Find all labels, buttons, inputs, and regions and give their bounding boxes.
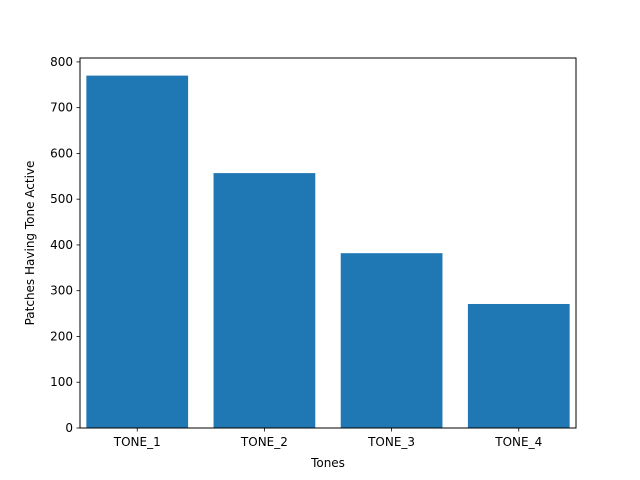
bar-tone-3 [340, 253, 443, 428]
y-tick-label: 700 [50, 101, 73, 115]
x-axis-label: Tones [310, 456, 345, 470]
x-axis-ticks: TONE_1 TONE_2 TONE_3 TONE_4 [113, 428, 542, 449]
y-tick-label: 300 [50, 284, 73, 298]
y-tick-label: 500 [50, 192, 73, 206]
plot-frame [79, 57, 577, 429]
y-tick-label: 200 [50, 329, 73, 343]
x-tick-label: TONE_1 [113, 435, 161, 449]
y-axis-ticks: 0 100 200 300 400 500 600 700 800 [50, 55, 80, 435]
y-tick-label: 600 [50, 146, 73, 160]
y-tick-label: 0 [65, 421, 73, 435]
x-tick-label: TONE_4 [494, 435, 542, 449]
y-tick-label: 400 [50, 238, 73, 252]
x-tick-label: TONE_3 [367, 435, 415, 449]
bar-tone-1 [86, 75, 189, 428]
y-tick-label: 800 [50, 55, 73, 69]
y-tick-label: 100 [50, 375, 73, 389]
y-axis-label: Patches Having Tone Active [23, 161, 37, 326]
x-tick-label: TONE_2 [240, 435, 288, 449]
bars-group [86, 75, 570, 428]
bar-tone-4 [467, 303, 570, 428]
bar-tone-2 [213, 173, 316, 428]
